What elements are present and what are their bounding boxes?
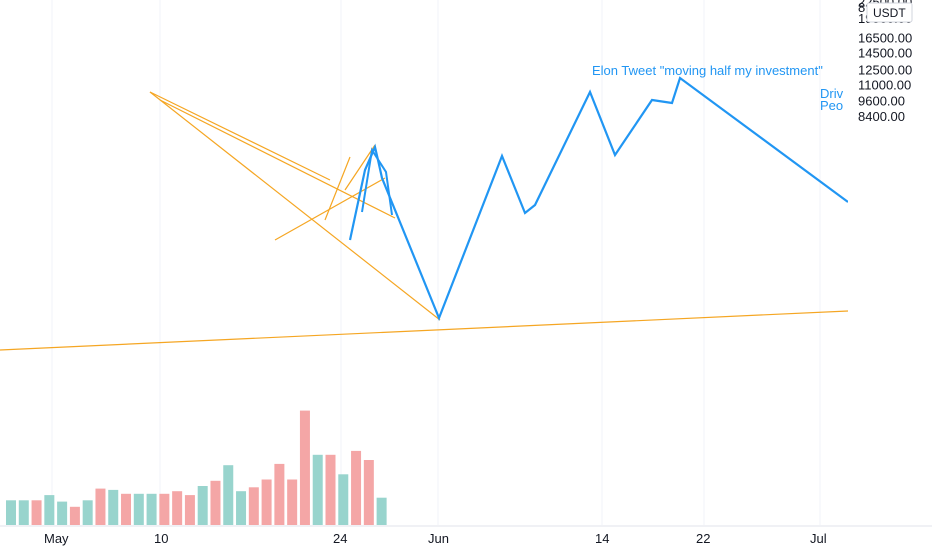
trendline	[149, 91, 441, 321]
volume-bar	[236, 491, 247, 525]
volume-bar	[95, 488, 106, 525]
volume-bar	[223, 465, 234, 525]
volume-bar	[121, 493, 132, 525]
volume-bar	[159, 493, 170, 525]
x-tick-label: Jun	[428, 531, 449, 546]
chart-grid	[51, 0, 821, 525]
volume-bar	[197, 486, 208, 525]
x-tick-label: May	[44, 531, 69, 546]
y-tick-label: 11000.00	[858, 78, 911, 93]
volume-bar	[31, 500, 42, 525]
annotation-text: Peo	[820, 98, 843, 113]
volume-bar	[325, 454, 336, 525]
currency-button[interactable]	[866, 2, 913, 23]
trendline	[0, 310, 849, 351]
volume-bar	[376, 497, 387, 525]
x-tick-label: Jul	[810, 531, 827, 546]
volume-bar	[363, 460, 374, 525]
trendline	[159, 99, 396, 219]
volume-bar	[146, 493, 157, 525]
annotations: Elon Tweet "moving half my investment" Dr…	[592, 63, 844, 113]
y-tick-label: 8400.00	[858, 109, 905, 124]
trendline	[344, 144, 376, 191]
volume-bar	[351, 450, 362, 525]
y-tick-label: 14500.00	[858, 46, 912, 61]
y-tick-label: 9600.00	[858, 93, 905, 108]
volume-bar	[210, 480, 221, 525]
volume-bar	[287, 479, 298, 525]
volume-bar	[69, 506, 80, 525]
currency-label: USDT	[873, 6, 906, 20]
x-tick-label: 10	[154, 531, 168, 546]
volume-bar	[261, 479, 272, 525]
volume-bar	[44, 495, 55, 525]
volume-bar	[248, 487, 259, 525]
projection-path	[348, 76, 849, 321]
x-tick-label: 24	[333, 531, 347, 546]
projection-path	[361, 147, 393, 216]
annotation-text: Driv	[820, 86, 844, 101]
volume-bars	[6, 410, 387, 525]
volume-bar	[299, 410, 310, 525]
volume-bar	[57, 501, 68, 525]
trendlines	[0, 91, 849, 351]
trendline	[324, 156, 351, 221]
volume-bar	[133, 493, 144, 525]
volume-bar	[172, 491, 183, 525]
projection-drawing	[348, 76, 849, 321]
volume-bar	[82, 500, 93, 525]
trendline	[149, 91, 331, 181]
annotation-text: Elon Tweet "moving half my investment"	[592, 63, 823, 78]
volume-bar	[6, 500, 16, 525]
y-tick-label: 8	[858, 0, 865, 15]
volume-bar	[338, 474, 349, 525]
y-tick-label: 16500.00	[858, 31, 912, 46]
volume-bar	[274, 463, 285, 525]
x-tick-label: 22	[696, 531, 710, 546]
x-tick-label: 14	[595, 531, 609, 546]
volume-bar	[312, 454, 323, 525]
volume-bar	[108, 489, 119, 525]
volume-bar	[18, 500, 29, 525]
y-tick-label: 12500.00	[858, 63, 912, 78]
volume-bar	[184, 495, 195, 525]
time-axis[interactable]: May 10 24 Jun 14 22 Jul	[0, 525, 932, 550]
